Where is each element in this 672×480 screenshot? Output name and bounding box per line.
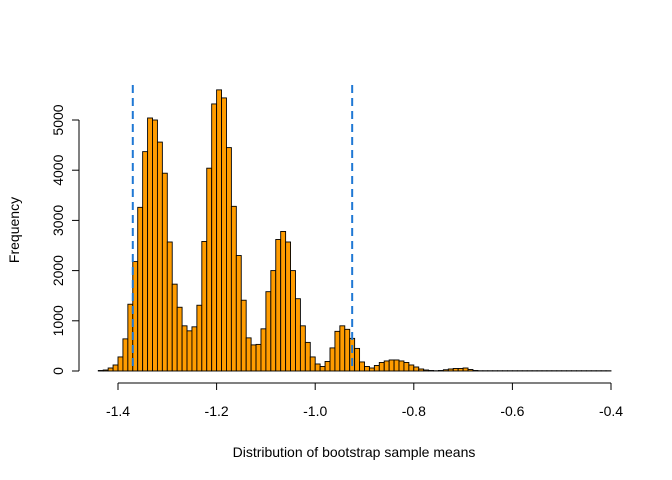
y-axis: 0 1000 2000 3000 4000 5000: [50, 104, 80, 375]
y-axis-label: Frequency: [6, 197, 22, 263]
histogram-bar: [467, 369, 474, 372]
histogram-bar: [240, 299, 247, 372]
x-tick-label: -1.2: [205, 403, 229, 419]
histogram-bar: [457, 368, 464, 372]
y-tick-label: 0: [50, 367, 66, 375]
histogram-bar: [368, 367, 375, 372]
histogram-bar: [324, 361, 331, 372]
histogram-bar: [319, 366, 326, 372]
histogram-bar: [176, 306, 183, 372]
histogram-bar: [166, 241, 173, 372]
histogram-bar: [161, 172, 168, 372]
histogram-bar: [211, 103, 218, 372]
histogram-bar: [408, 364, 415, 372]
histogram-bar: [226, 147, 232, 372]
y-tick-label: 4000: [50, 154, 66, 185]
histogram-bar: [472, 370, 479, 372]
interval-lines: [131, 85, 354, 371]
x-tick-label: -0.6: [500, 403, 524, 419]
histogram-bar: [403, 362, 410, 372]
histogram-bar: [280, 230, 287, 372]
histogram-bar: [304, 341, 311, 372]
histogram-bar: [393, 359, 400, 372]
histogram-bar: [255, 343, 262, 372]
histogram-bar: [201, 241, 208, 372]
histogram-bar: [428, 370, 434, 372]
histogram-bar: [250, 344, 257, 372]
histogram-bar: [235, 255, 242, 372]
histogram-bar: [230, 205, 237, 372]
histogram-bar: [122, 338, 129, 372]
histogram-bar: [191, 326, 198, 372]
histogram-bar: [137, 206, 144, 372]
histogram-bar: [260, 328, 267, 372]
histogram-bar: [295, 298, 301, 372]
x-tick-label: -1.4: [106, 403, 130, 419]
histogram-bar: [438, 370, 444, 372]
histogram-bar: [147, 117, 153, 372]
histogram-bar: [216, 89, 222, 372]
x-tick-label: -1.0: [303, 403, 327, 419]
histogram-bar: [107, 367, 114, 372]
y-tick-label: 3000: [50, 205, 66, 236]
histogram-bar: [152, 119, 158, 372]
histogram-bar: [196, 304, 203, 372]
histogram-bar: [221, 97, 227, 372]
x-axis-label: Distribution of bootstrap sample means: [233, 444, 476, 460]
histogram-bar: [334, 330, 341, 372]
histogram-bar: [132, 261, 139, 372]
histogram-bar: [117, 356, 124, 372]
x-axis: -1.4 -1.2 -1.0 -0.8 -0.6 -0.4: [106, 382, 623, 419]
histogram-bar: [418, 368, 425, 372]
x-tick-label: -0.8: [402, 403, 426, 419]
histogram-bar: [462, 367, 469, 372]
histogram-bar: [349, 337, 356, 372]
histogram-bar: [383, 360, 390, 372]
histogram-bar: [364, 366, 370, 372]
histogram-bar: [275, 239, 282, 372]
histogram-bar: [245, 337, 252, 372]
histogram-bar: [354, 347, 361, 372]
histogram-bar: [388, 359, 395, 372]
histogram-bars: [97, 89, 612, 372]
histogram-bar: [339, 325, 346, 372]
histogram-bar: [285, 241, 291, 372]
x-tick-label: -0.4: [599, 403, 623, 419]
histogram-bar: [206, 167, 213, 372]
histogram-bar: [171, 283, 178, 372]
histogram-bar: [329, 347, 336, 372]
histogram-bar: [309, 356, 316, 372]
y-tick-label: 1000: [50, 305, 66, 336]
histogram-bar: [156, 141, 163, 372]
histogram-bar: [398, 360, 405, 372]
histogram-bar: [314, 363, 321, 372]
histogram-bar: [423, 369, 430, 372]
histogram-bar: [112, 364, 119, 372]
histogram-bar: [359, 361, 365, 372]
histogram-bar: [265, 291, 272, 372]
y-tick-label: 5000: [50, 104, 66, 135]
histogram-bar: [102, 369, 109, 372]
histogram-bar: [378, 362, 385, 372]
histogram-bar: [299, 325, 306, 372]
histogram-bar: [442, 369, 449, 372]
histogram-bar: [452, 368, 459, 372]
histogram-bar: [97, 370, 104, 372]
histogram-bar: [142, 151, 149, 372]
histogram-bar: [373, 365, 380, 372]
histogram-bar: [413, 366, 420, 372]
histogram-bar: [344, 328, 351, 372]
histogram-bar: [181, 325, 188, 372]
y-tick-label: 2000: [50, 255, 66, 286]
histogram-bar: [290, 270, 296, 372]
histogram-bar: [186, 330, 193, 372]
histogram-bar: [270, 270, 277, 372]
histogram-bar: [447, 368, 454, 372]
